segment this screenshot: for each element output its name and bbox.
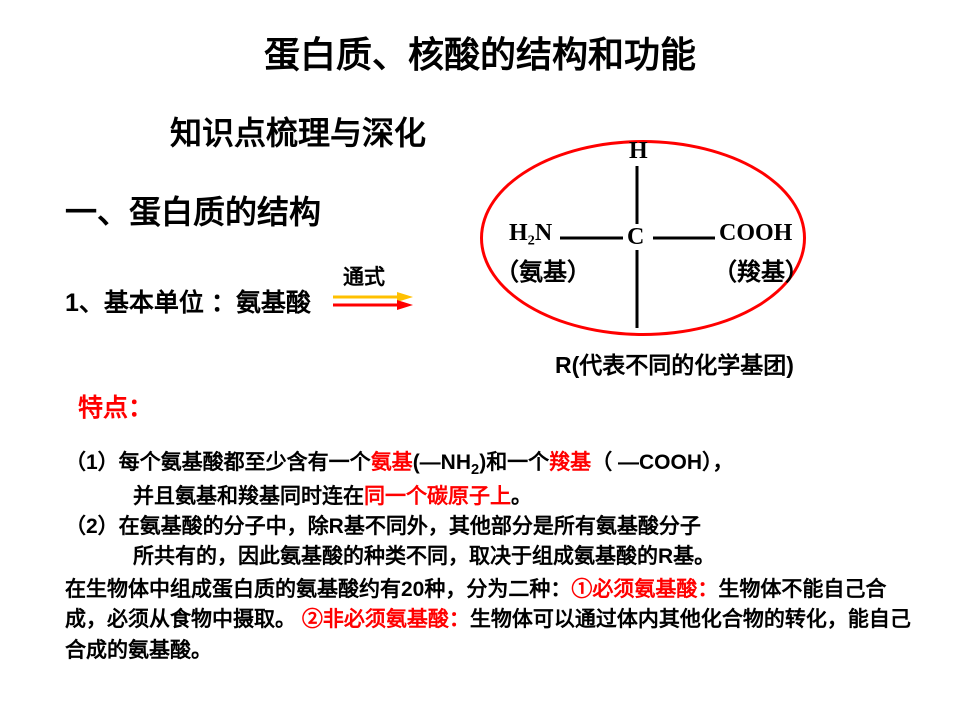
t: (—NH [413,451,471,474]
amino-acid-diagram: H C H₂N （氨基） COOH （羧基） R(代表不同的化学基团) [445,128,925,388]
amino-red: 氨基 [371,451,413,474]
atom-h: H [629,138,648,165]
subtitle: 知识点梳理与深化 [170,108,426,154]
general-formula-label: 通式 [343,261,385,291]
basic-unit-line: 1、基本单位 ：氨基酸 [65,283,311,319]
amino-acid-types-note: 在生物体中组成蛋白质的氨基酸约有20种，分为二种：①必须氨基酸：生物体不能自己合… [65,575,920,666]
group-h2n: H₂N [509,220,552,247]
t: （1）每个氨基酸都至少含有一个 [65,451,371,474]
basic-unit-prefix: 1、基本单位 ： [65,289,236,317]
section-heading: 一、蛋白质的结构 [65,187,321,233]
features-text: （1）每个氨基酸都至少含有一个氨基(—NH2)和一个羧基（ —COOH）， 并且… [65,448,920,573]
r-group-note: R(代表不同的化学基团) [555,346,794,380]
atom-c: C [627,224,644,251]
group-cooh: COOH [719,220,792,247]
t: 和一个 [486,451,549,474]
amino-cn: （氨基） [495,252,591,287]
essential-red: ①必须氨基酸： [571,578,718,601]
amino-acid-label: 氨基酸 [236,289,311,317]
nonessential-red: ②非必须氨基酸： [302,608,470,631]
features-label: 特点： [78,388,153,424]
main-title: 蛋白质、核酸的结构和功能 [0,26,960,78]
t: 并且氨基和羧基同时连在 [133,485,364,508]
same-c-red: 同一个碳原子上 [364,485,511,508]
carboxyl-red: 羧基 [549,451,591,474]
carboxyl-cn: （羧基） [713,252,809,287]
t: ， [713,451,734,474]
t: 2 [471,462,479,478]
t: （2）在氨基酸的分子中，除R基不同外，其他部分是所有氨基酸分子 [65,515,701,538]
arrow-icon [333,292,413,310]
t: 所共有的，因此氨基酸的种类不同，取决于组成氨基酸的R基。 [65,542,920,572]
t: 。 [511,485,532,508]
t: （ —COOH） [591,451,712,474]
t: 在生物体中组成蛋白质的氨基酸约有20种，分为二种： [65,578,571,601]
